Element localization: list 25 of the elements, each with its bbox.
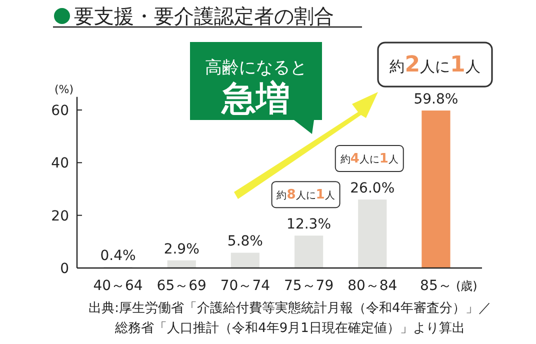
y-tick-label: 60 [51,103,69,119]
data-label: 2.9% [164,241,200,258]
data-label: 12.3% [286,216,332,233]
y-tick-label: 20 [51,208,69,224]
source-note: 出典:厚生労働省「介護給付費等実態統計月報（令和4年審査分）」／ [88,300,492,316]
data-label: 0.4% [100,248,136,264]
x-tick-label: 85～ [420,278,452,294]
text: 高齢になると [205,58,307,78]
x-tick-label: 40～64 [93,278,143,294]
data-label: 59.8% [414,92,458,108]
annotation: 約4人に1人 [340,152,398,167]
y-axis-title: (%) [54,83,74,96]
data-label: 26.0% [350,180,395,197]
x-tick-label: 70～74 [220,278,270,294]
x-tick-label: 80～84 [348,278,398,294]
x-axis-title: (歳) [456,279,478,293]
chart-title: 要支援・要介護認定者の割合 [74,4,334,28]
y-tick-label: 40 [51,156,69,172]
y-tick-label: 0 [60,261,69,277]
x-tick-label: 65～69 [156,278,206,294]
annotation: 約8人に1人 [276,188,335,203]
x-tick-label: 75～79 [284,278,334,294]
text: 総務省「人口推計（令和4年9月1日現在確定値）」より算出 [114,321,465,336]
data-label: 5.8% [227,234,263,250]
annotation: 急増 [220,79,290,119]
